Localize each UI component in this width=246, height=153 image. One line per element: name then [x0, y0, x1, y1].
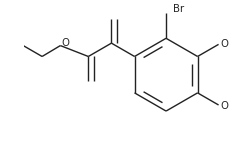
- Text: Br: Br: [173, 4, 184, 14]
- Text: O: O: [220, 101, 228, 111]
- Text: O: O: [220, 39, 228, 49]
- Text: O: O: [61, 38, 69, 48]
